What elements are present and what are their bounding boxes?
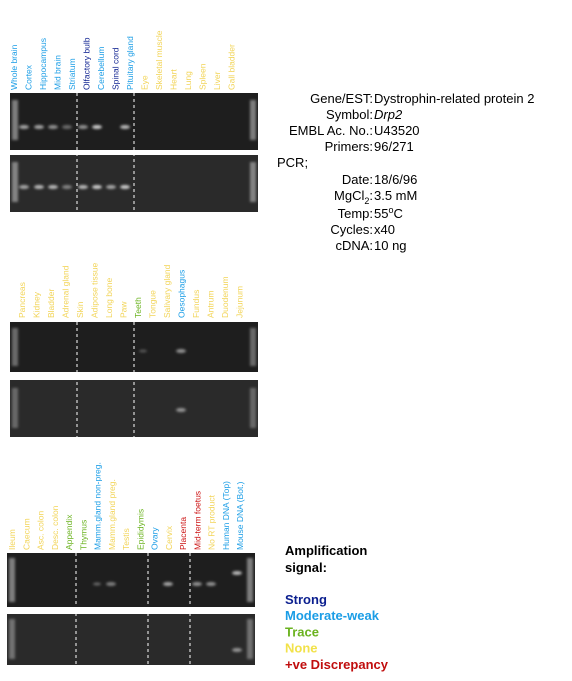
info-label: Symbol:	[326, 107, 373, 122]
lane-label: Cervix	[164, 525, 174, 550]
gel-panel-3	[7, 553, 255, 665]
info-label: 2	[364, 196, 369, 206]
lane-label: No RT product	[207, 494, 217, 550]
gel-panel-2	[10, 322, 258, 437]
pcr-info: Gene/EST: Dystrophin-related protein 2 S…	[277, 91, 534, 253]
lane-label: Kidney	[32, 291, 42, 318]
lane-label: Salivary gland	[162, 264, 172, 318]
lane-label: Teeth	[133, 297, 143, 318]
info-label: MgCl2:	[334, 188, 373, 206]
info-label: EMBL Ac. No.:	[289, 123, 373, 138]
legend-item: None	[285, 641, 318, 656]
lane-label: Placenta	[178, 517, 188, 550]
lane-label: Tongue	[148, 290, 158, 318]
lane-label: Cerebellum	[96, 47, 106, 90]
lane-label: Skin	[75, 301, 85, 318]
lane-label: Spleen	[198, 63, 208, 90]
info-value: o	[388, 205, 393, 215]
lane-label: Cortex	[24, 64, 34, 90]
lane-label: Antrum	[206, 291, 216, 318]
lane-label: Pancreas	[17, 282, 27, 318]
lane-label: Ileum	[7, 529, 17, 550]
lane-label: Desc. colon	[50, 505, 60, 550]
lane-labels: Whole brain Cortex Hippocampus Mid brain Str…	[7, 30, 245, 550]
lane-label: Striatum	[67, 58, 77, 90]
legend-item: Trace	[285, 624, 319, 639]
legend-title: Amplification	[285, 543, 367, 558]
lane-label: Heart	[169, 69, 179, 90]
legend-item: Strong	[285, 592, 327, 607]
lane-label: Skeletal muscle	[154, 30, 164, 90]
lane-label: Duodenum	[220, 276, 230, 318]
lane-label: Mamm.gland preg.	[107, 479, 117, 550]
lane-label: Hippocampus	[38, 38, 48, 90]
lane-label: Mamm.gland non-preg.	[93, 462, 103, 550]
lane-label: Whole brain	[9, 44, 19, 90]
info-label: Date:	[342, 172, 373, 187]
lane-label: Paw	[119, 301, 129, 318]
lane-label: Human DNA (Top)	[221, 481, 231, 550]
gel-panel-1	[10, 93, 258, 212]
lane-label: Oesophagus	[177, 270, 187, 318]
lane-label: Lung	[183, 71, 193, 90]
lane-label: Ovary	[150, 527, 160, 550]
info-value: 3.5 mM	[374, 188, 417, 203]
info-label: Gene/EST:	[310, 91, 373, 106]
info-label: cDNA:	[335, 238, 373, 253]
info-value: 55	[374, 206, 388, 221]
lane-label: Mid brain	[53, 55, 63, 90]
info-value: 55oC	[374, 205, 403, 221]
lane-label: Epididymis	[135, 509, 145, 550]
lane-label: Olfactory bulb	[82, 37, 92, 90]
legend-item: Moderate-weak	[285, 608, 380, 623]
info-label: PCR;	[277, 155, 308, 170]
lane-label: Mouse DNA (Bot.)	[235, 481, 245, 550]
lane-label: Jejunum	[235, 286, 245, 318]
info-label: MgCl	[334, 188, 364, 203]
lane-label: Adrenal gland	[61, 265, 71, 318]
lane-label: Mid-term foetus	[192, 491, 202, 550]
legend-item: +ve Discrepancy	[285, 657, 389, 672]
lane-label: Eye	[140, 75, 150, 90]
info-value: x40	[374, 222, 395, 237]
lane-label: Thymus	[78, 520, 88, 550]
lane-label: Asc. colon	[36, 511, 46, 550]
lane-label: Testis	[121, 528, 131, 550]
info-value: Drp2	[374, 107, 403, 122]
info-value: Dystrophin-related protein 2	[374, 91, 534, 106]
info-label: Cycles:	[330, 222, 373, 237]
info-label: :	[369, 188, 373, 203]
info-value: 10 ng	[374, 238, 407, 253]
lane-label: Spinal cord	[111, 47, 121, 90]
lane-label: Caecum	[21, 518, 31, 550]
lane-label: Liver	[212, 71, 222, 90]
legend-title: signal:	[285, 560, 327, 575]
lane-label: Bladder	[46, 289, 56, 318]
lane-label: Adipose tissue	[90, 262, 100, 318]
lane-label: Appendix	[64, 514, 74, 550]
info-value: U43520	[374, 123, 420, 138]
info-value: 96/271	[374, 139, 414, 154]
lane-label: Fundus	[191, 290, 201, 318]
info-label: Temp:	[338, 206, 373, 221]
info-label: Primers:	[325, 139, 373, 154]
lane-label: Gall bladder	[227, 44, 237, 90]
lane-label: Long bone	[104, 278, 114, 318]
info-value: 18/6/96	[374, 172, 417, 187]
legend: Amplification signal: StrongModerate-wea…	[285, 543, 389, 672]
lane-label: Pituitary gland	[125, 36, 135, 90]
info-value: C	[393, 206, 402, 221]
